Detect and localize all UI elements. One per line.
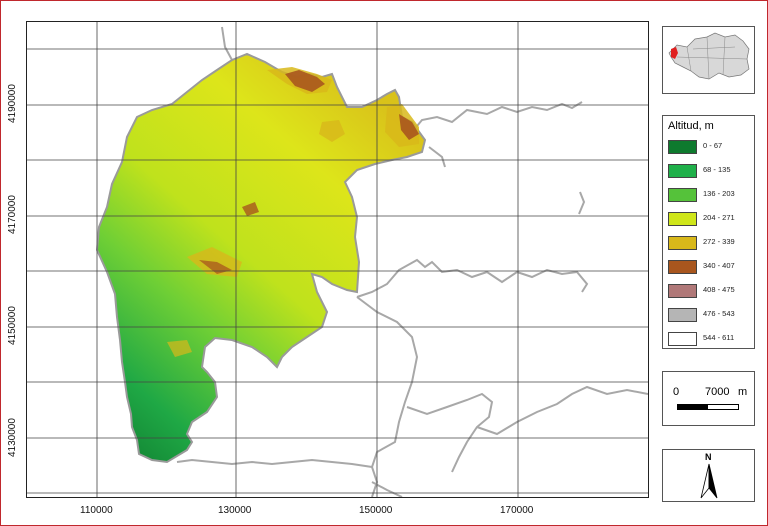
legend-swatch <box>668 212 697 226</box>
legend-item: 272 - 339 <box>668 236 752 250</box>
region-outline-map <box>668 32 750 80</box>
north-arrow-box: N <box>662 449 755 502</box>
municipal-boundaries <box>176 26 648 497</box>
legend-label: 272 - 339 <box>703 237 735 246</box>
legend: Altitud, m 0 - 67 68 - 135 136 - 203 204… <box>662 115 755 349</box>
legend-item: 544 - 611 <box>668 332 752 346</box>
legend-item: 0 - 67 <box>668 140 752 154</box>
x-tick-label: 170000 <box>500 505 534 516</box>
legend-item: 136 - 203 <box>668 188 752 202</box>
scale-bar <box>677 404 739 410</box>
highland-patches <box>167 67 419 357</box>
legend-label: 136 - 203 <box>703 189 735 198</box>
map-canvas <box>27 22 648 497</box>
legend-swatch <box>668 284 697 298</box>
grid-lines <box>27 22 648 497</box>
legend-item: 476 - 543 <box>668 308 752 322</box>
legend-label: 340 - 407 <box>703 261 735 270</box>
y-tick-label: 4130000 <box>7 418 18 457</box>
legend-swatch <box>668 308 697 322</box>
legend-item: 68 - 135 <box>668 164 752 178</box>
map-panel <box>26 21 649 498</box>
legend-swatch <box>668 236 697 250</box>
north-label: N <box>705 452 712 462</box>
locator-inset <box>662 26 755 94</box>
y-tick-label: 4190000 <box>7 84 18 123</box>
legend-label: 408 - 475 <box>703 285 735 294</box>
y-tick-label: 4150000 <box>7 306 18 345</box>
scale-unit-label: m <box>738 386 748 398</box>
legend-item: 408 - 475 <box>668 284 752 298</box>
legend-label: 68 - 135 <box>703 165 731 174</box>
legend-label: 204 - 271 <box>703 213 735 222</box>
legend-swatch <box>668 188 697 202</box>
legend-item: 340 - 407 <box>668 260 752 274</box>
legend-title: Altitud, m <box>668 120 714 132</box>
scale-zero-label: 0 <box>673 386 680 398</box>
x-tick-label: 150000 <box>359 505 393 516</box>
legend-swatch <box>668 164 697 178</box>
scale-bar-box: 0 7000 m <box>662 371 755 426</box>
legend-swatch <box>668 140 697 154</box>
highlighted-area <box>671 47 678 59</box>
legend-label: 544 - 611 <box>703 333 735 342</box>
legend-item: 204 - 271 <box>668 212 752 226</box>
y-tick-label: 4170000 <box>7 195 18 234</box>
scale-distance-label: 7000 <box>705 386 730 398</box>
legend-swatch <box>668 260 697 274</box>
elevation-area <box>95 52 427 464</box>
legend-label: 476 - 543 <box>703 309 735 318</box>
scale-bar-segment <box>678 405 708 409</box>
legend-label: 0 - 67 <box>703 141 723 150</box>
x-tick-label: 110000 <box>80 505 113 516</box>
legend-swatch <box>668 332 697 346</box>
north-arrow-icon <box>700 463 718 499</box>
x-tick-label: 130000 <box>218 505 252 516</box>
